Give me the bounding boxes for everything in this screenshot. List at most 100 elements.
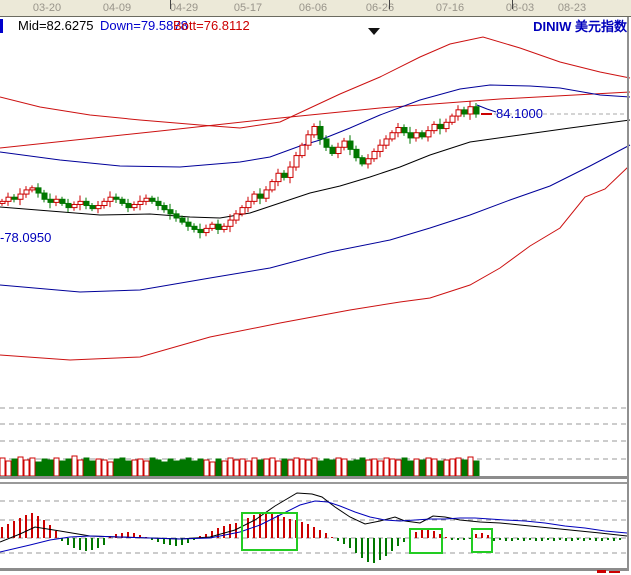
candle-up — [341, 137, 348, 151]
signal-highlight-box — [241, 512, 298, 551]
volume-bar-up — [371, 458, 378, 477]
candle-down — [281, 170, 288, 181]
boll-bott-value: Bott=76.8112 — [173, 18, 250, 33]
month-tick — [512, 0, 513, 9]
volume-bar-down — [11, 458, 18, 477]
volume-bar-down — [317, 460, 324, 477]
candle-down — [347, 135, 354, 156]
candle-up — [251, 190, 258, 205]
candle-up — [5, 192, 12, 206]
boll-mid-value: Mid=82.6275 — [18, 18, 94, 33]
candle-down — [47, 193, 54, 209]
volume-bar-up — [269, 457, 276, 477]
candle-down — [155, 196, 162, 211]
volume-bar-down — [461, 459, 468, 477]
candle-down — [191, 223, 198, 233]
candle-down — [173, 210, 180, 222]
volume-bar-down — [473, 460, 480, 477]
candle-down — [65, 198, 72, 213]
lower-red-band — [0, 166, 629, 361]
candle-up — [53, 195, 60, 207]
date-label: 05-17 — [233, 2, 263, 14]
volume-bar-down — [185, 457, 192, 477]
volume-bar-up — [245, 460, 252, 477]
candle-up — [455, 105, 462, 121]
volume-bar-down — [257, 459, 264, 477]
volume-bar-down — [113, 458, 120, 477]
candle-down — [419, 130, 426, 140]
volume-bar-down — [329, 459, 336, 477]
candle-up — [95, 200, 102, 214]
date-label: 08-23 — [557, 2, 587, 14]
candle-up — [299, 142, 306, 159]
candle-down — [161, 202, 168, 213]
candle-up — [443, 118, 450, 133]
candle-up — [245, 196, 252, 213]
candle-up — [233, 210, 240, 224]
candle-up — [413, 128, 420, 142]
candle-up — [305, 130, 312, 150]
candle-down — [461, 106, 468, 118]
candle-down — [353, 145, 360, 162]
date-label: 06-26 — [365, 2, 395, 14]
candle-up — [293, 151, 300, 171]
short-blue-ma-stub — [476, 104, 497, 113]
candle-down — [59, 196, 66, 206]
volume-bar-down — [125, 460, 132, 477]
candle-down — [197, 223, 204, 239]
candle-up — [371, 148, 378, 162]
volume-bar-down — [347, 460, 354, 477]
candle-down — [329, 144, 336, 157]
volume-bar-down — [155, 459, 162, 477]
candle-up — [377, 139, 384, 158]
volume-bar-up — [101, 459, 108, 477]
candle-down — [437, 118, 444, 135]
candle-up — [311, 123, 318, 138]
macd-dea-line — [0, 500, 628, 553]
volume-bar-up — [71, 455, 78, 477]
right-panel-border — [627, 17, 629, 571]
candle-down — [407, 126, 414, 144]
volume-bar-down — [59, 460, 66, 477]
left-price-label: -78.0950 — [0, 230, 52, 245]
volume-bar-up — [17, 456, 24, 477]
bollinger-upper-band — [0, 36, 631, 129]
volume-bar-down — [323, 458, 330, 477]
candle-down — [257, 188, 264, 205]
candle-up — [101, 198, 108, 209]
volume-bar-up — [341, 458, 348, 477]
volume-bar-up — [23, 459, 30, 477]
candle-up — [269, 179, 276, 193]
candle-up — [137, 195, 144, 211]
volume-bar-up — [29, 457, 36, 477]
long-ma-red-line — [0, 91, 631, 149]
candle-down — [119, 196, 126, 206]
candle-down — [323, 135, 330, 152]
candle-up — [467, 100, 474, 120]
candle-down — [215, 219, 222, 235]
volume-bar-up — [227, 457, 234, 477]
volume-bar-down — [167, 458, 174, 477]
candle-up — [389, 130, 396, 142]
volume-bar-down — [83, 457, 90, 477]
volume-bar-down — [47, 459, 54, 477]
volume-bar-down — [359, 457, 366, 477]
signal-highlight-box — [409, 528, 443, 554]
volume-bar-down — [65, 458, 72, 477]
volume-bar-down — [161, 461, 168, 477]
volume-bar-down — [437, 460, 444, 477]
candle-up — [425, 126, 432, 142]
boll-down-value: Down=79.5878 — [100, 18, 188, 33]
volume-bar-down — [419, 459, 426, 477]
volume-bar-down — [281, 458, 288, 477]
candle-down — [179, 215, 186, 225]
volume-bar-up — [413, 458, 420, 477]
lower-blue-band — [0, 144, 631, 293]
volume-bar-up — [311, 457, 318, 477]
bottom-border-bar — [0, 568, 628, 571]
volume-bar-down — [41, 458, 48, 477]
date-label: 04-09 — [102, 2, 132, 14]
volume-bar-up — [467, 456, 474, 477]
